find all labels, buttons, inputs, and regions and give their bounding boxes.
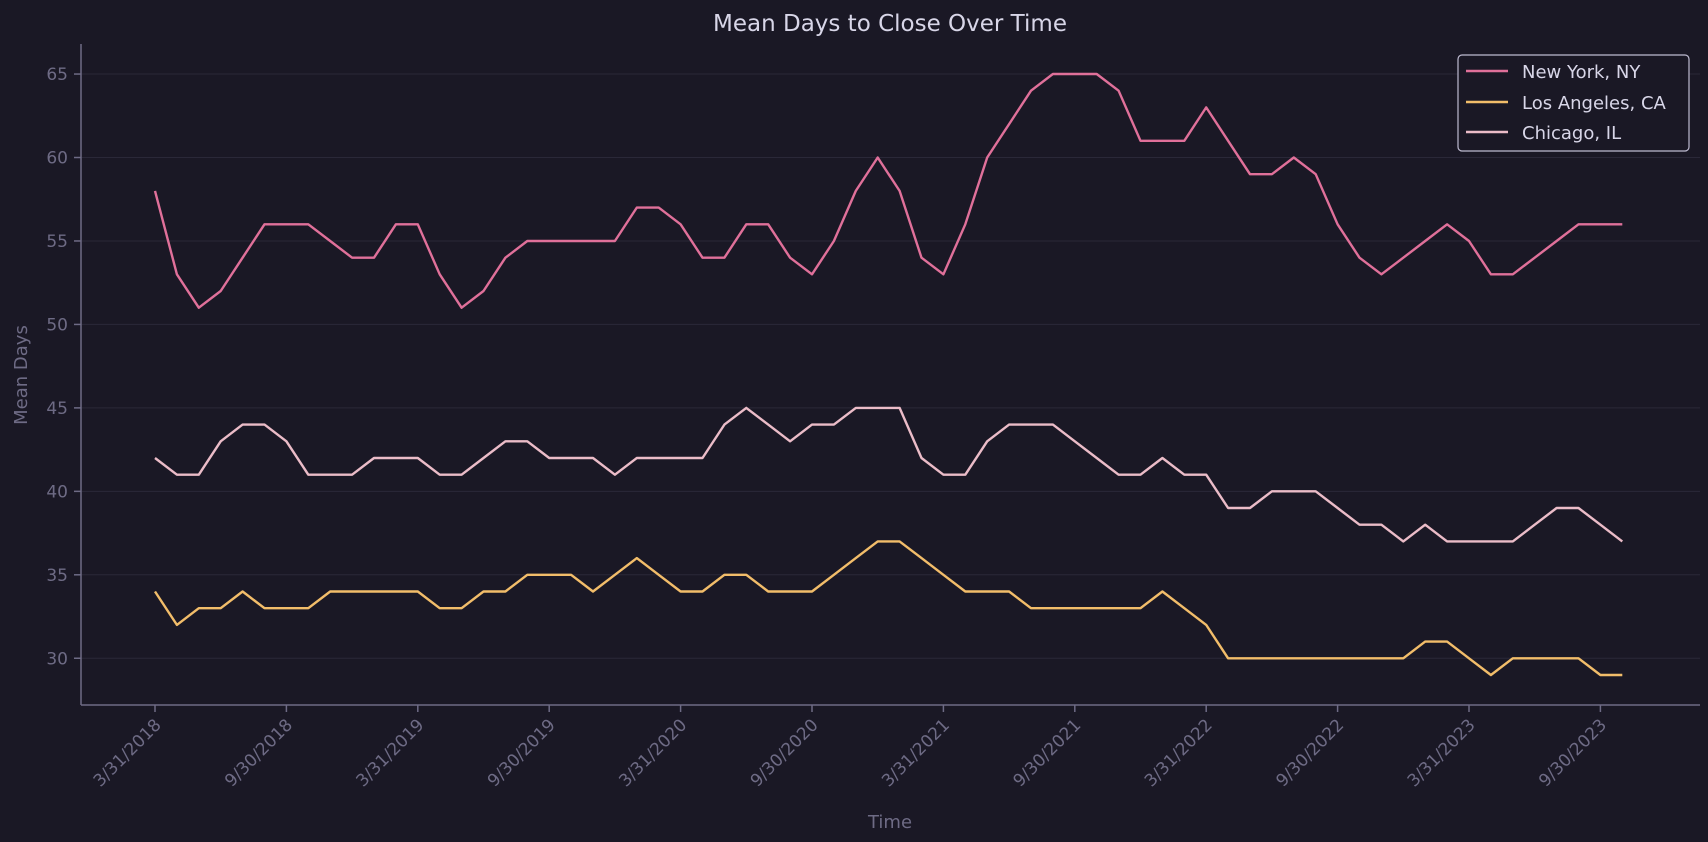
legend-label-los-angeles: Los Angeles, CA	[1522, 93, 1667, 114]
x-tick-label-8: 3/31/2022	[1141, 715, 1217, 791]
y-tick-label-35: 35	[46, 566, 68, 586]
series-line-chicago-il	[154, 406, 1624, 543]
axes	[80, 44, 1700, 706]
y-tick-label-40: 40	[46, 482, 68, 502]
x-tick-label-11: 9/30/2023	[1535, 715, 1611, 791]
legend-box	[1457, 54, 1690, 152]
series-line-new-york-ny	[153, 72, 1623, 309]
legend: New York, NY Los Angeles, CA Chicago, IL	[1457, 54, 1690, 152]
y-tick-label-45: 45	[46, 399, 68, 419]
x-tick-label-1: 9/30/2018	[221, 715, 297, 791]
legend-label-new-york: New York, NY	[1522, 62, 1641, 83]
series-line-los-angeles-ca	[153, 540, 1623, 677]
y-tick-label-50: 50	[46, 315, 68, 335]
y-ticks: 30 35 40 45 50 55 60 65	[46, 65, 81, 669]
x-tick-label-6: 3/31/2021	[878, 715, 954, 791]
x-tick-label-0: 3/31/2018	[90, 715, 166, 791]
x-tick-label-2: 3/31/2019	[353, 715, 429, 791]
y-axis-label: Mean Days	[11, 325, 32, 425]
y-tick-label-30: 30	[46, 649, 68, 669]
legend-label-chicago: Chicago, IL	[1522, 123, 1621, 144]
y-tick-label-60: 60	[46, 149, 68, 169]
x-tick-label-5: 9/30/2020	[747, 715, 823, 791]
y-tick-label-65: 65	[46, 65, 68, 85]
series-lines	[153, 72, 1624, 677]
x-tick-label-9: 9/30/2022	[1272, 715, 1348, 791]
chart-title: Mean Days to Close Over Time	[713, 11, 1067, 37]
x-ticks: 3/31/2018 9/30/2018 3/31/2019 9/30/2019 3/31…	[90, 705, 1611, 791]
x-tick-label-7: 9/30/2021	[1010, 715, 1086, 791]
x-tick-label-10: 3/31/2023	[1404, 715, 1480, 791]
x-tick-label-3: 9/30/2019	[484, 715, 560, 791]
x-tick-label-4: 3/31/2020	[615, 715, 691, 791]
gridlines	[81, 73, 1700, 659]
y-tick-label-55: 55	[46, 232, 68, 252]
x-axis-label: Time	[867, 812, 912, 833]
